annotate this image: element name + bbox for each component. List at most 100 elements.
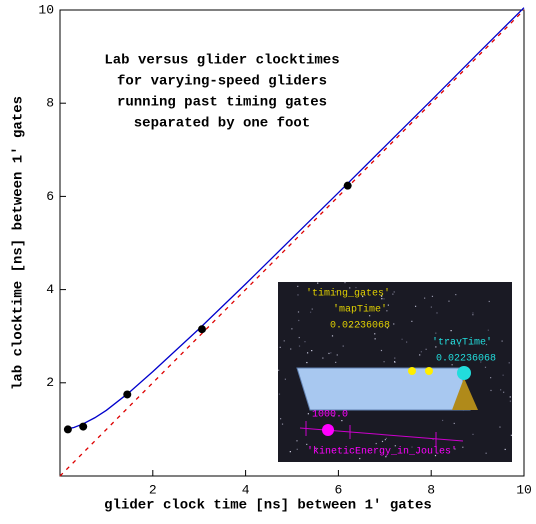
inset-label: 1000.0: [312, 410, 348, 421]
star: [332, 335, 333, 336]
star: [415, 306, 416, 307]
y-tick-label: 4: [46, 282, 54, 297]
star: [385, 439, 386, 440]
gate: [425, 367, 433, 375]
y-tick-label: 2: [46, 375, 54, 390]
star: [454, 423, 455, 424]
data-point: [198, 325, 206, 333]
y-tick-label: 6: [46, 189, 54, 204]
star: [322, 357, 323, 358]
x-tick-label: 6: [334, 482, 342, 497]
inset-label: 'kineticEnergy_in_Joules': [307, 446, 457, 458]
star: [485, 367, 486, 368]
inset-label: 'mapTime': [333, 304, 387, 316]
gate: [408, 367, 416, 375]
star: [280, 418, 281, 419]
chart-title: running past timing gates: [117, 95, 327, 111]
star: [489, 301, 490, 302]
star: [304, 341, 305, 342]
star: [297, 449, 298, 450]
star: [472, 434, 473, 435]
chart-title: separated by one foot: [134, 116, 310, 132]
star: [299, 337, 300, 338]
star: [284, 340, 285, 341]
star: [500, 389, 501, 390]
star: [502, 340, 503, 341]
star: [376, 443, 377, 444]
star: [290, 348, 291, 349]
star: [426, 349, 427, 350]
star: [290, 451, 291, 452]
x-tick-label: 10: [516, 482, 532, 497]
star: [462, 447, 463, 448]
star: [419, 354, 420, 355]
star: [394, 362, 395, 363]
star: [317, 283, 318, 284]
star: [311, 350, 312, 351]
star: [312, 308, 313, 309]
star: [472, 314, 473, 315]
star: [442, 420, 443, 421]
star: [386, 438, 387, 439]
star: [393, 323, 394, 324]
y-tick-label: 10: [38, 2, 54, 17]
data-point: [64, 425, 72, 433]
star: [381, 350, 382, 351]
star: [285, 379, 286, 380]
star: [406, 341, 407, 342]
star: [401, 339, 402, 340]
chart-title: Lab versus glider clocktimes: [104, 53, 339, 69]
star: [374, 333, 375, 334]
x-tick-label: 2: [149, 482, 157, 497]
star: [310, 312, 311, 313]
star: [510, 401, 511, 402]
x-axis-label: glider clock time [ns] between 1' gates: [104, 498, 432, 514]
star: [282, 424, 283, 425]
star: [511, 435, 512, 436]
slider-knob: [322, 424, 334, 436]
star: [490, 390, 491, 391]
star: [335, 362, 336, 363]
star: [291, 328, 292, 329]
star: [337, 354, 338, 355]
star: [488, 330, 489, 331]
star: [297, 286, 298, 287]
track: [297, 368, 470, 410]
star: [455, 294, 456, 295]
star: [499, 426, 500, 427]
data-point: [123, 390, 131, 398]
star: [280, 347, 281, 348]
star: [375, 338, 376, 339]
chart-title: for varying-speed gliders: [117, 74, 327, 90]
star: [436, 312, 437, 313]
data-point: [344, 182, 352, 190]
inset-label: 0.02236068: [330, 321, 390, 332]
star: [421, 351, 422, 352]
star: [297, 294, 298, 295]
star: [306, 362, 307, 363]
star: [299, 345, 300, 346]
star: [383, 361, 384, 362]
star: [411, 321, 412, 322]
inset-label: 'timing_gates': [306, 288, 390, 300]
star: [505, 449, 506, 450]
star: [394, 357, 395, 358]
star: [330, 352, 331, 353]
star: [278, 370, 279, 371]
star: [503, 392, 504, 393]
star: [382, 441, 383, 442]
star: [306, 444, 307, 445]
star: [424, 298, 425, 299]
star: [344, 282, 345, 283]
y-tick-label: 8: [46, 96, 54, 111]
star: [472, 312, 473, 313]
star: [388, 305, 389, 306]
star: [431, 306, 432, 307]
star: [448, 301, 449, 302]
star: [328, 353, 329, 354]
x-tick-label: 4: [242, 482, 250, 497]
x-tick-label: 8: [427, 482, 435, 497]
star: [432, 296, 433, 297]
star: [486, 453, 487, 454]
inset-label: 'travTime': [432, 337, 492, 349]
